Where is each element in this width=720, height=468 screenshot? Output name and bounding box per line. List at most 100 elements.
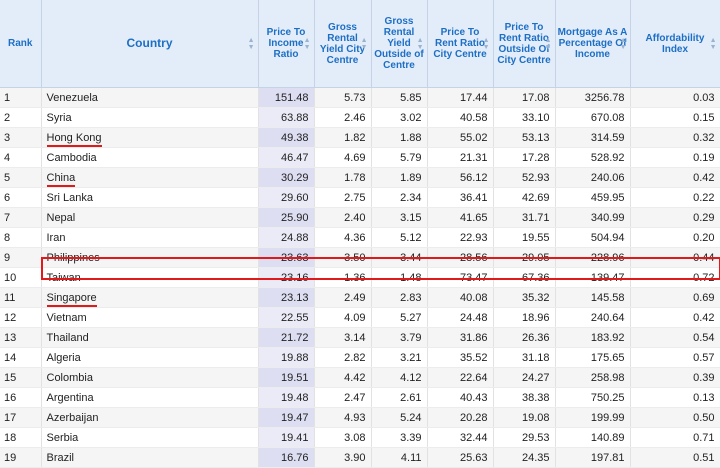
- column-header-affordability[interactable]: Affordability Index ▲ ▼: [630, 0, 720, 88]
- mortgage-pct-cell: 240.06: [555, 167, 631, 188]
- rank-cell: 15: [0, 367, 42, 388]
- gross-yield-centre-cell: 1.82: [314, 127, 372, 148]
- price-to-income-cell: 19.51: [258, 367, 315, 388]
- column-header-gross-yield-centre[interactable]: Gross Rental Yield City Centre ▲ ▼: [314, 0, 372, 88]
- mortgage-pct-cell: 459.95: [555, 187, 631, 208]
- price-rent-outside-cell: 31.71: [493, 207, 556, 228]
- price-rent-outside-cell: 17.28: [493, 147, 556, 168]
- affordability-cell: 0.42: [630, 307, 720, 328]
- table-row: 15 Colombia 19.51 4.42 4.12 22.64 24.27 258.98 0…: [0, 367, 720, 388]
- gross-yield-centre-cell: 3.90: [314, 447, 372, 468]
- table-row: 6 Sri Lanka 29.60 2.75 2.34 36.41 42.69 459.95 0…: [0, 187, 720, 208]
- rank-cell: 16: [0, 387, 42, 408]
- gross-yield-outside-cell: 4.11: [371, 447, 428, 468]
- sort-icon[interactable]: ▲ ▼: [482, 36, 490, 51]
- price-to-income-cell: 23.13: [258, 287, 315, 308]
- sort-icon[interactable]: ▲ ▼: [247, 36, 255, 51]
- country-name: Serbia: [46, 431, 79, 444]
- gross-yield-centre-cell: 2.47: [314, 387, 372, 408]
- gross-yield-centre-cell: 5.73: [314, 87, 372, 108]
- price-rent-outside-cell: 38.38: [493, 387, 556, 408]
- rank-cell: 17: [0, 407, 42, 428]
- price-rent-centre-cell: 56.12: [427, 167, 494, 188]
- affordability-cell: 0.50: [630, 407, 720, 428]
- column-header-price-rent-outside[interactable]: Price To Rent Ratio Outside Of City Cent…: [493, 0, 556, 88]
- price-rent-outside-cell: 53.13: [493, 127, 556, 148]
- gross-yield-centre-cell: 1.78: [314, 167, 372, 188]
- column-header-price-to-income[interactable]: Price To Income Ratio ▲ ▼: [258, 0, 315, 88]
- rank-cell: 9: [0, 247, 42, 268]
- price-rent-outside-cell: 17.08: [493, 87, 556, 108]
- country-name: China: [46, 171, 76, 187]
- rank-cell: 18: [0, 427, 42, 448]
- country-name: Vietnam: [46, 311, 87, 324]
- mortgage-pct-cell: 199.99: [555, 407, 631, 428]
- column-header-mortgage-pct[interactable]: Mortgage As A Percentage Of Income ▲ ▼: [555, 0, 631, 88]
- rank-cell: 2: [0, 107, 42, 128]
- country-name: Taiwan: [46, 271, 81, 284]
- column-header-label: Mortgage As A Percentage Of Income: [557, 27, 628, 60]
- table-row: 3 Hong Kong 49.38 1.82 1.88 55.02 53.13 314.59 0…: [0, 127, 720, 148]
- gross-yield-centre-cell: 3.14: [314, 327, 372, 348]
- price-to-income-cell: 19.88: [258, 347, 315, 368]
- sort-icon[interactable]: ▲ ▼: [709, 36, 717, 51]
- column-header-gross-yield-outside[interactable]: Gross Rental Yield Outside of Centre ▲ ▼: [371, 0, 428, 88]
- mortgage-pct-cell: 175.65: [555, 347, 631, 368]
- gross-yield-outside-cell: 2.61: [371, 387, 428, 408]
- header-row: Rank Country ▲ ▼ Price To Income Ratio ▲ ▼ Gros…: [0, 0, 720, 88]
- column-header-label: Price To Rent Ratio Outside Of City Cent…: [497, 21, 551, 66]
- country-cell: Philippines: [41, 247, 259, 268]
- rank-cell: 7: [0, 207, 42, 228]
- column-header-rank[interactable]: Rank: [0, 0, 42, 88]
- affordability-cell: 0.32: [630, 127, 720, 148]
- rank-cell: 5: [0, 167, 42, 188]
- sort-icon[interactable]: ▲ ▼: [619, 36, 627, 51]
- rank-cell: 19: [0, 447, 42, 468]
- price-rent-centre-cell: 73.47: [427, 267, 494, 288]
- country-cell: Algeria: [41, 347, 259, 368]
- mortgage-pct-cell: 750.25: [555, 387, 631, 408]
- sort-icon[interactable]: ▲ ▼: [303, 36, 311, 51]
- column-header-country[interactable]: Country ▲ ▼: [41, 0, 259, 88]
- price-rent-centre-cell: 31.86: [427, 327, 494, 348]
- price-to-income-cell: 23.16: [258, 267, 315, 288]
- table-row: 7 Nepal 25.90 2.40 3.15 41.65 31.71 340.99 0.29: [0, 207, 720, 228]
- affordability-cell: 0.44: [630, 247, 720, 268]
- price-rent-outside-cell: 42.69: [493, 187, 556, 208]
- affordability-cell: 0.15: [630, 107, 720, 128]
- country-cell: Argentina: [41, 387, 259, 408]
- sort-icon[interactable]: ▲ ▼: [544, 36, 552, 51]
- price-rent-centre-cell: 22.64: [427, 367, 494, 388]
- gross-yield-centre-cell: 1.36: [314, 267, 372, 288]
- column-header-price-rent-centre[interactable]: Price To Rent Ratio City Centre ▲ ▼: [427, 0, 494, 88]
- gross-yield-centre-cell: 2.49: [314, 287, 372, 308]
- rank-cell: 14: [0, 347, 42, 368]
- table-row: 12 Vietnam 22.55 4.09 5.27 24.48 18.96 240.64 0.…: [0, 307, 720, 328]
- column-header-label: Affordability Index: [645, 32, 705, 55]
- affordability-cell: 0.29: [630, 207, 720, 228]
- gross-yield-centre-cell: 2.40: [314, 207, 372, 228]
- price-rent-outside-cell: 35.32: [493, 287, 556, 308]
- price-to-income-cell: 19.47: [258, 407, 315, 428]
- price-rent-outside-cell: 24.35: [493, 447, 556, 468]
- price-rent-centre-cell: 32.44: [427, 427, 494, 448]
- table-row: 5 China 30.29 1.78 1.89 56.12 52.93 240.06 0.42: [0, 167, 720, 188]
- price-rent-outside-cell: 31.18: [493, 347, 556, 368]
- mortgage-pct-cell: 228.96: [555, 247, 631, 268]
- country-name: Cambodia: [46, 151, 97, 164]
- affordability-cell: 0.13: [630, 387, 720, 408]
- column-header-label: Gross Rental Yield City Centre: [319, 21, 366, 66]
- sort-icon[interactable]: ▲ ▼: [416, 36, 424, 51]
- price-to-income-cell: 22.55: [258, 307, 315, 328]
- country-cell: Vietnam: [41, 307, 259, 328]
- gross-yield-outside-cell: 3.02: [371, 107, 428, 128]
- affordability-cell: 0.42: [630, 167, 720, 188]
- country-name: Singapore: [46, 291, 97, 307]
- price-to-income-cell: 16.76: [258, 447, 315, 468]
- country-cell: Singapore: [41, 287, 259, 308]
- sort-icon[interactable]: ▲ ▼: [360, 36, 368, 51]
- price-to-income-cell: 30.29: [258, 167, 315, 188]
- rank-cell: 11: [0, 287, 42, 308]
